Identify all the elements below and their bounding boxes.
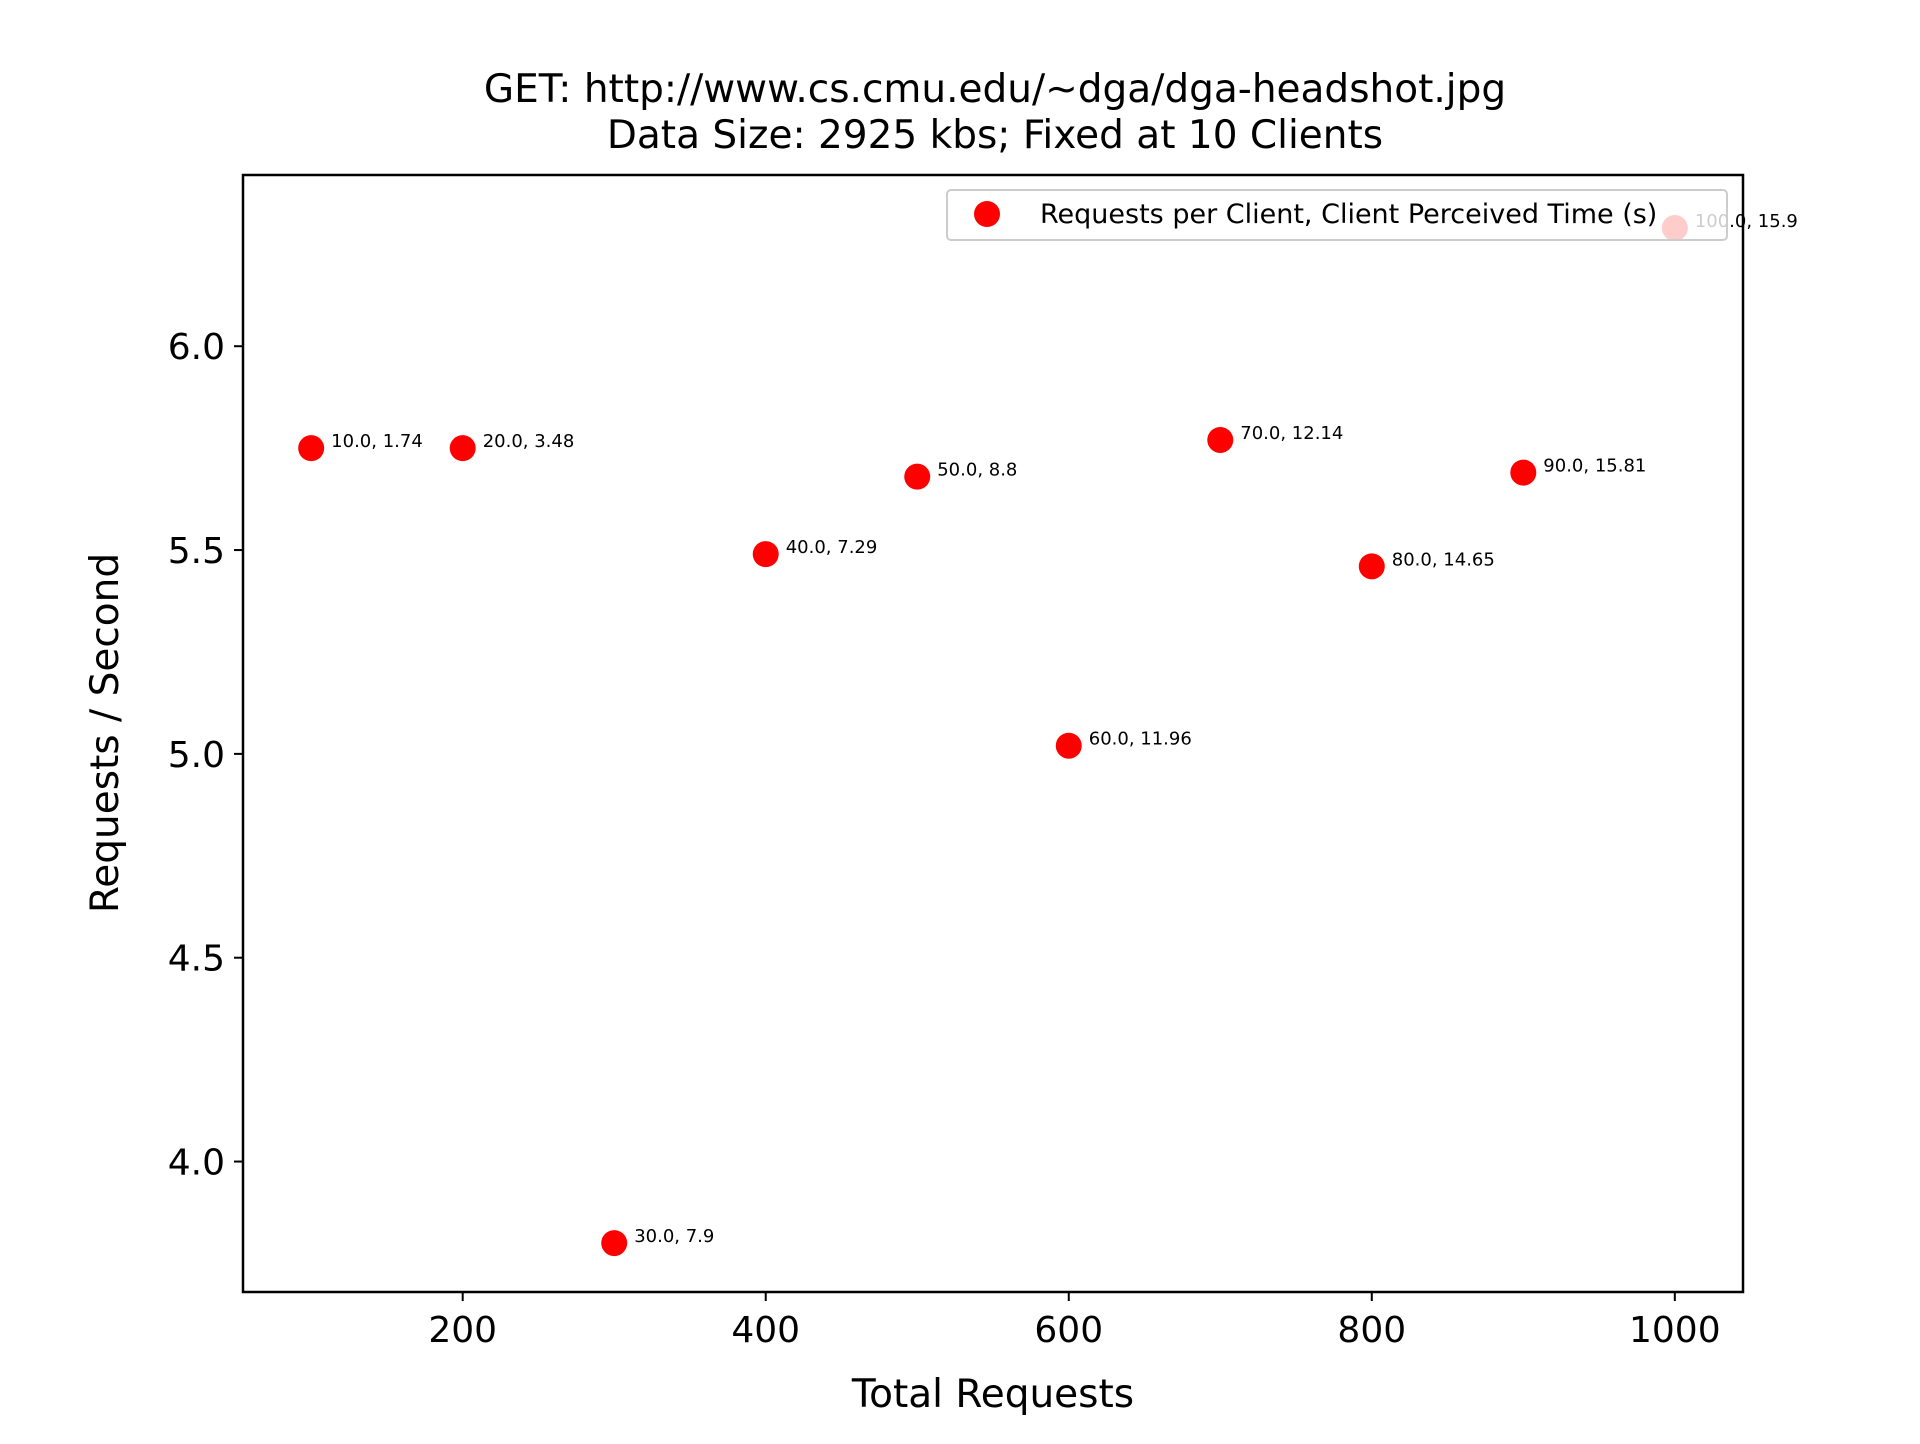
data-label: 20.0, 3.48 [483, 431, 575, 452]
data-point [298, 435, 325, 462]
data-label: 90.0, 15.81 [1543, 456, 1646, 477]
y-tick-label: 5.5 [168, 531, 225, 572]
legend-entry: Requests per Client, Client Perceived Ti… [1040, 199, 1657, 230]
x-axis-label: Total Requests [851, 1372, 1134, 1417]
data-point [601, 1230, 628, 1257]
x-tick-label: 200 [428, 1310, 497, 1351]
data-point [449, 435, 476, 462]
data-point [752, 541, 779, 568]
data-point [904, 463, 931, 490]
data-label: 50.0, 8.8 [937, 460, 1017, 481]
chart-subtitle: Data Size: 2925 kbs; Fixed at 10 Clients [607, 113, 1383, 158]
y-tick-label: 4.5 [168, 939, 225, 980]
x-tick-label: 1000 [1629, 1310, 1721, 1351]
legend: Requests per Client, Client Perceived Ti… [946, 189, 1728, 241]
data-label: 60.0, 11.96 [1089, 729, 1192, 750]
y-tick-label: 4.0 [168, 1143, 225, 1184]
axes-frame [241, 173, 1745, 1294]
data-point [1510, 459, 1537, 486]
data-label: 40.0, 7.29 [786, 537, 878, 558]
data-label: 10.0, 1.74 [331, 431, 423, 452]
data-label: 30.0, 7.9 [634, 1226, 714, 1247]
chart-title: GET: http://www.cs.cmu.edu/~dga/dga-head… [484, 67, 1506, 112]
data-point [1207, 426, 1234, 453]
x-tick-label: 600 [1034, 1310, 1103, 1351]
data-point [1055, 732, 1082, 759]
data-label: 80.0, 14.65 [1392, 549, 1495, 570]
plot-area: 10.0, 1.74 20.0, 3.48 30.0, 7.9 40.0, 7.29 5… [298, 211, 1798, 1257]
y-axis-label: Requests / Second [83, 553, 128, 913]
data-point [1358, 553, 1385, 580]
y-tick-label: 6.0 [168, 327, 225, 368]
legend-marker [974, 201, 1000, 227]
x-tick-label: 800 [1337, 1310, 1406, 1351]
data-label: 70.0, 12.14 [1240, 423, 1343, 444]
x-tick-label: 400 [731, 1310, 800, 1351]
legend-box [946, 189, 1728, 241]
y-tick-label: 5.0 [168, 735, 225, 776]
